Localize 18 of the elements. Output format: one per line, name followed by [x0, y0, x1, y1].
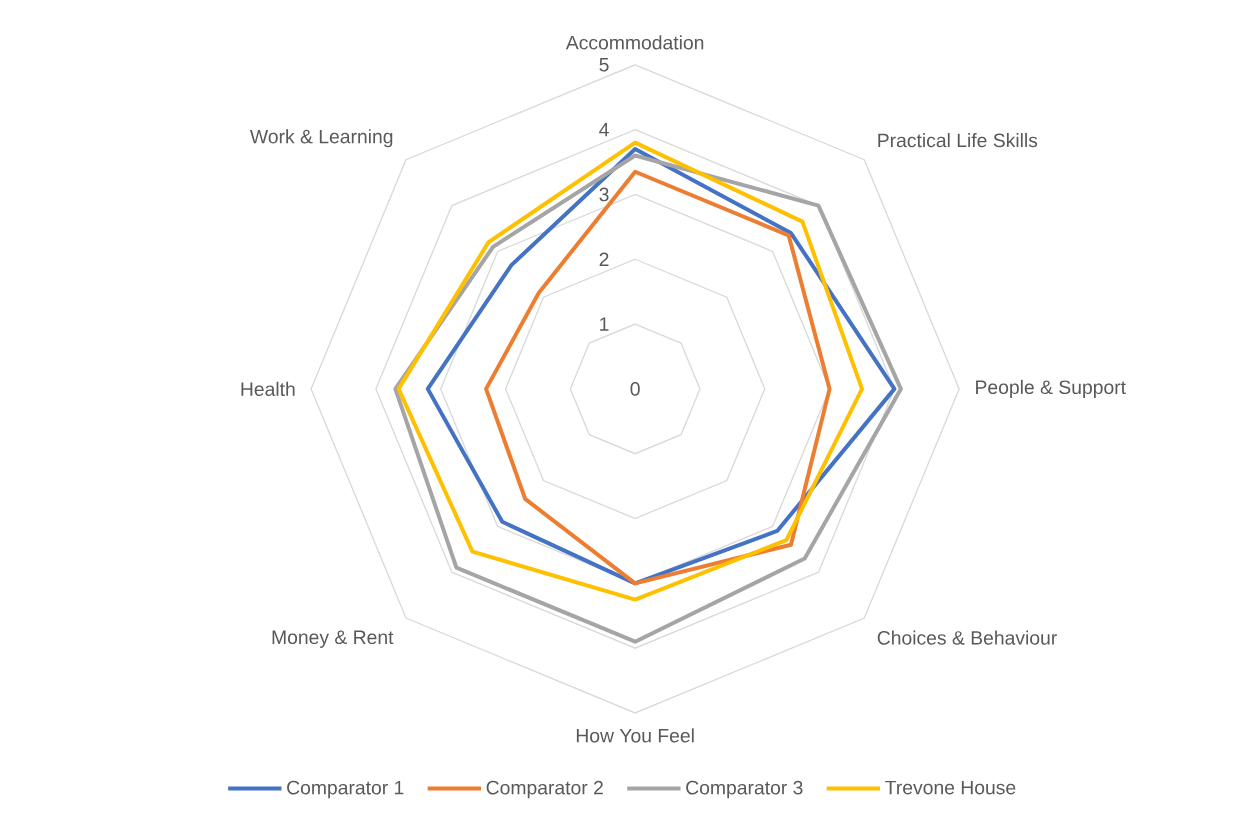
spoke-label: How You Feel [576, 728, 694, 743]
y-tick-label: 5 [599, 58, 609, 72]
spoke-label: Health [241, 381, 295, 396]
spoke-label: Choices & Behaviour [877, 630, 1057, 645]
spoke-label: Money & Rent [272, 630, 394, 648]
legend-label: Comparator 2 [486, 780, 603, 799]
spoke-label: Work & Learning [249, 129, 393, 148]
y-tick-label: 1 [600, 317, 609, 331]
y-tick-label: 4 [599, 122, 609, 137]
y-tick-label: 2 [599, 252, 609, 267]
legend-label: Trevone House [885, 780, 1016, 795]
legend-label: Comparator 1 [287, 780, 404, 799]
spoke-label: Practical Life Skills [878, 133, 1038, 148]
spoke-label: People & Support [976, 379, 1126, 398]
legend-label: Comparator 3 [686, 780, 803, 799]
spoke-label: Accommodation [565, 35, 704, 50]
y-tick-label: 3 [599, 187, 609, 202]
y-tick-label: 0 [630, 382, 640, 396]
